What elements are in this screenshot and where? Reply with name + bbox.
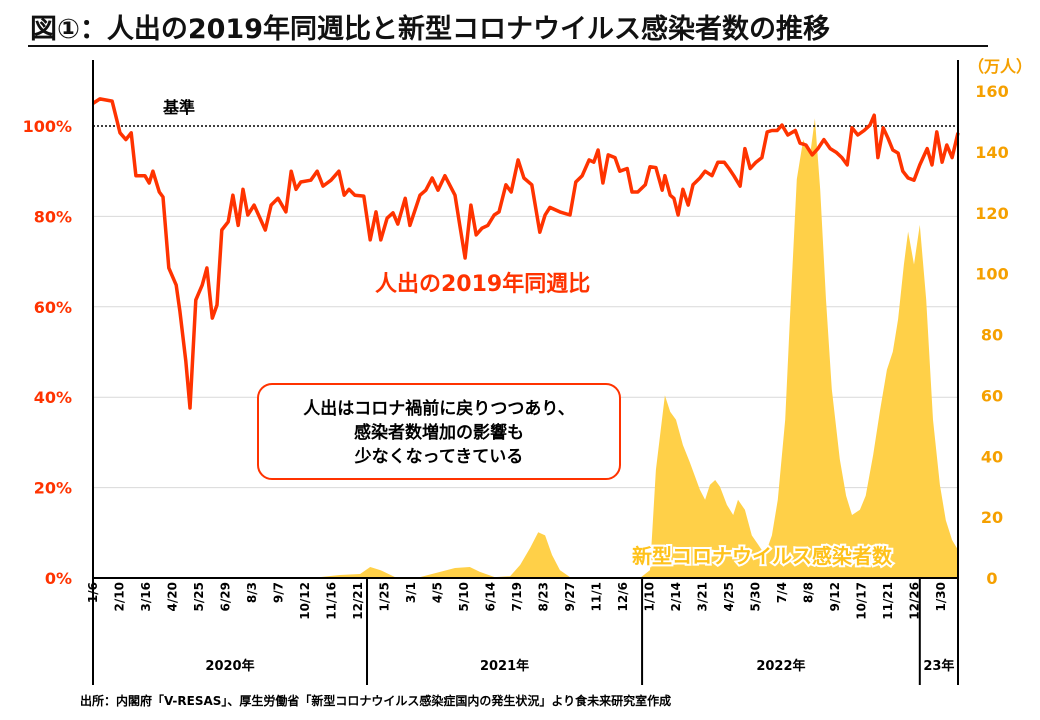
x-tick-label: 10/12	[298, 582, 312, 620]
x-tick-label: 8/23	[537, 582, 551, 611]
x-tick-label: 4/5	[431, 582, 445, 603]
x-tick-label: 1/30	[934, 582, 948, 611]
x-tick-label: 3/16	[139, 582, 153, 611]
right-tick-label: 160	[975, 82, 1008, 101]
right-axis-unit: （万人）	[968, 57, 1032, 76]
left-tick-label: 80%	[34, 207, 72, 226]
x-tick-label: 12/6	[616, 582, 630, 611]
x-tick-label: 8/3	[245, 582, 259, 603]
x-tick-label: 6/14	[484, 582, 498, 611]
x-tick-label: 6/29	[219, 582, 233, 611]
x-tick-label: 8/8	[802, 582, 816, 603]
right-tick-label: 20	[981, 508, 1003, 527]
x-tick-label: 11/16	[325, 582, 339, 620]
right-axis-ticks: 0 20 40 60 80 100 120 140 160	[975, 82, 1008, 588]
x-tick-label: 3/21	[696, 582, 710, 611]
x-tick-label: 12/21	[351, 582, 365, 620]
x-tick-label: 1/25	[378, 582, 392, 611]
axes	[92, 60, 959, 685]
right-tick-label: 40	[981, 447, 1003, 466]
year-groups: 2020年 2021年 2022年 23年	[205, 578, 954, 685]
year-label: 2022年	[756, 658, 805, 674]
x-tick-label: 11/1	[590, 582, 604, 611]
infections-area	[93, 118, 958, 579]
right-tick-label: 140	[975, 143, 1008, 162]
chart-title: 図①：人出の2019年同週比と新型コロナウイルス感染者数の推移	[30, 13, 830, 45]
mobility-series-label: 人出の2019年同週比	[375, 271, 590, 297]
x-tick-label: 11/21	[881, 582, 895, 620]
x-tick-label: 9/7	[272, 582, 286, 603]
source-note: 出所：内閣府「V-RESAS」、厚生労働省「新型コロナウイルス感染症国内の発生状…	[80, 693, 671, 708]
x-tick-label: 5/10	[457, 582, 471, 611]
x-tick-label: 2/14	[669, 582, 683, 611]
callout-line-3: 少なくなってきている	[354, 447, 524, 467]
left-tick-label: 60%	[34, 298, 72, 317]
x-tick-label: 7/19	[510, 582, 524, 611]
right-tick-label: 60	[981, 386, 1003, 405]
left-tick-label: 100%	[23, 117, 72, 136]
callout-line-2: 感染者数増加の影響も	[354, 422, 524, 443]
infections-series-label: 新型コロナウイルス感染者数	[632, 544, 893, 568]
x-tick-label: 5/25	[192, 582, 206, 611]
left-tick-label: 40%	[34, 388, 72, 407]
x-tick-label: 4/25	[722, 582, 736, 611]
callout: 人出はコロナ禍前に戻りつつあり、 感染者数増加の影響も 少なくなってきている	[257, 383, 621, 480]
year-label: 2021年	[480, 658, 529, 674]
x-tick-label: 5/30	[749, 582, 763, 611]
year-label: 23年	[923, 658, 954, 674]
right-tick-label: 80	[981, 326, 1003, 345]
x-tick-label: 2/10	[113, 582, 127, 611]
x-tick-label: 7/4	[775, 582, 789, 603]
x-tick-label: 9/12	[828, 582, 842, 611]
right-tick-label: 120	[975, 204, 1008, 223]
x-tick-label: 9/27	[563, 582, 577, 611]
x-axis-ticks: 1/6 2/10 3/16 4/20 5/25 6/29 8/3 9/7 10/12 11/16 1…	[86, 582, 948, 620]
right-tick-label: 0	[986, 569, 997, 588]
x-tick-label: 1/10	[643, 582, 657, 611]
right-tick-label: 100	[975, 265, 1008, 284]
left-axis-ticks: 0% 20% 40% 60% 80% 100%	[23, 117, 72, 588]
x-tick-label: 1/6	[86, 582, 100, 603]
callout-line-1: 人出はコロナ禍前に戻りつつあり、	[303, 398, 575, 419]
x-tick-label: 10/17	[855, 582, 869, 620]
mobility-line	[92, 97, 960, 410]
x-tick-label: 3/1	[404, 582, 418, 603]
left-tick-label: 20%	[34, 479, 72, 498]
left-tick-label: 0%	[45, 569, 72, 588]
callout-box	[257, 383, 621, 480]
x-tick-label: 4/20	[166, 582, 180, 611]
x-tick-label: 12/26	[908, 582, 922, 620]
year-label: 2020年	[205, 658, 254, 674]
reference-label: 基準	[162, 98, 195, 117]
